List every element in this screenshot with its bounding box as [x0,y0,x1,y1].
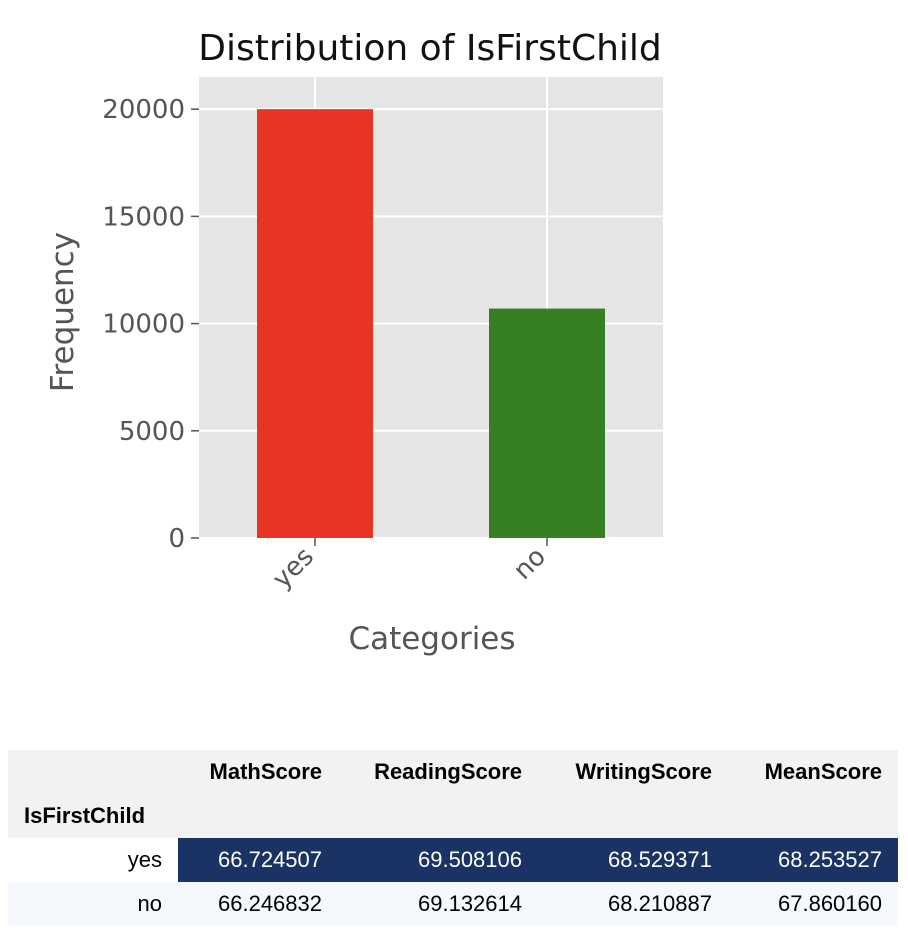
row-label: yes [8,838,178,882]
table-cell: 69.508106 [338,838,538,882]
y-tick-label: 20000 [102,95,185,125]
table-corner-cell [8,750,178,794]
bars [257,109,605,539]
x-axis-label: Categories [348,621,515,657]
table-cell: 69.132614 [338,882,538,926]
y-axis-label: Frequency [45,232,81,392]
table-header-row: MathScore ReadingScore WritingScore Mean… [8,750,898,794]
x-tick-label: no [508,542,552,586]
table-cell: 68.210887 [538,882,728,926]
score-summary-table: MathScore ReadingScore WritingScore Mean… [8,750,898,926]
table-row: yes 66.724507 69.508106 68.529371 68.253… [8,838,898,882]
y-tick-label: 0 [168,524,185,554]
chart-title: Distribution of IsFirstChild [198,28,662,69]
column-header: WritingScore [538,750,728,794]
table-cell: 68.253527 [728,838,898,882]
table-row: no 66.246832 69.132614 68.210887 67.8601… [8,882,898,926]
table-cell: 67.860160 [728,882,898,926]
bar-chart: Distribution of IsFirstChild 0 5000 10000 1… [45,28,663,657]
y-axis-ticks: 0 5000 10000 15000 20000 [102,95,199,554]
table-cell: 66.724507 [178,838,338,882]
column-header: MeanScore [728,750,898,794]
column-header: ReadingScore [338,750,538,794]
y-tick-label: 15000 [102,202,185,232]
table-cell: 66.246832 [178,882,338,926]
bar-no [489,308,605,538]
x-axis-ticks: yes no [267,538,552,595]
y-tick-label: 5000 [119,417,185,447]
index-name: IsFirstChild [8,794,178,838]
bar-yes [257,109,373,539]
table-cell: 68.529371 [538,838,728,882]
index-name-row: IsFirstChild [8,794,898,838]
y-tick-label: 10000 [102,310,185,340]
x-tick-label: yes [267,542,320,595]
column-header: MathScore [178,750,338,794]
row-label: no [8,882,178,926]
